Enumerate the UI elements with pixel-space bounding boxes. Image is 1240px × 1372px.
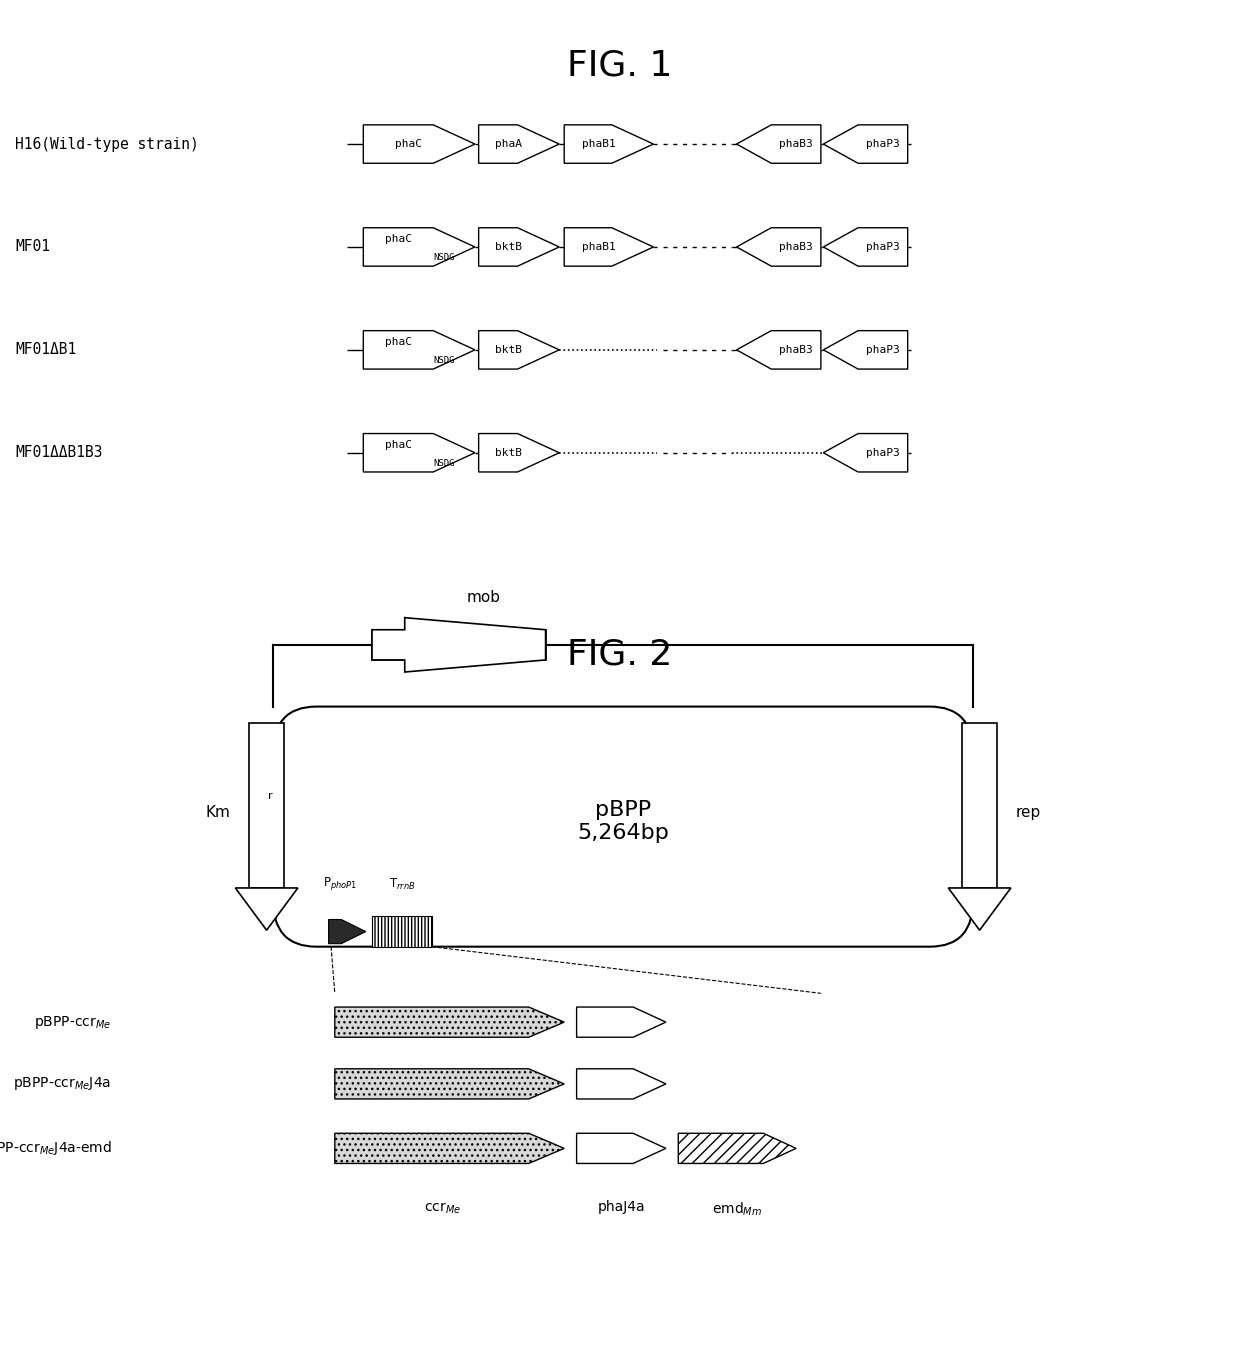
Bar [962,723,997,888]
Text: phaP3: phaP3 [866,241,900,252]
Text: NSDG: NSDG [434,254,455,262]
Text: FIG. 2: FIG. 2 [568,638,672,672]
Text: phaC: phaC [396,139,422,150]
Text: pBPP-ccr$_{Me}$J4a: pBPP-ccr$_{Me}$J4a [14,1076,112,1092]
Text: phaJ4a: phaJ4a [598,1200,645,1214]
Polygon shape [823,434,908,472]
Polygon shape [949,888,1011,930]
Text: r: r [268,792,273,801]
Text: mob: mob [466,590,501,605]
Bar [372,916,432,947]
Text: phaB1: phaB1 [582,241,615,252]
Polygon shape [372,617,546,672]
Polygon shape [236,888,298,930]
Polygon shape [363,331,475,369]
Text: FIG. 1: FIG. 1 [568,48,672,82]
Polygon shape [564,228,653,266]
Polygon shape [363,228,475,266]
Polygon shape [823,125,908,163]
Polygon shape [737,228,821,266]
Polygon shape [479,434,559,472]
Polygon shape [329,919,366,944]
Polygon shape [577,1007,666,1037]
Text: phaB3: phaB3 [779,344,813,355]
Text: phaP3: phaP3 [866,139,900,150]
Text: Km: Km [206,805,231,820]
Text: phaC: phaC [386,233,412,244]
Polygon shape [564,125,653,163]
Text: pBPP-ccr$_{Me}$: pBPP-ccr$_{Me}$ [35,1014,112,1030]
Text: rep: rep [1016,805,1040,820]
Polygon shape [678,1133,796,1163]
Polygon shape [737,331,821,369]
Text: phaC: phaC [386,439,412,450]
Text: pBPP-ccr$_{Me}$J4a-emd: pBPP-ccr$_{Me}$J4a-emd [0,1139,112,1158]
Polygon shape [479,331,559,369]
Polygon shape [335,1133,564,1163]
Polygon shape [737,125,821,163]
Polygon shape [479,228,559,266]
Text: phaA: phaA [495,139,522,150]
Text: phaP3: phaP3 [866,447,900,458]
Polygon shape [577,1133,666,1163]
Text: phaB3: phaB3 [779,139,813,150]
Text: bktB: bktB [495,344,522,355]
Polygon shape [577,1069,666,1099]
Text: pBPP
5,264bp: pBPP 5,264bp [577,800,670,844]
Bar [372,630,546,660]
Text: NSDG: NSDG [434,460,455,468]
Polygon shape [363,434,475,472]
Bar [249,723,284,888]
Polygon shape [363,125,475,163]
Text: phaB3: phaB3 [779,241,813,252]
Text: bktB: bktB [495,447,522,458]
Text: bktB: bktB [495,241,522,252]
Polygon shape [335,1007,564,1037]
Text: MF01ΔB1: MF01ΔB1 [15,343,76,357]
Text: NSDG: NSDG [434,357,455,365]
Text: MF01: MF01 [15,240,50,254]
Text: MF01ΔΔB1B3: MF01ΔΔB1B3 [15,446,103,460]
Polygon shape [823,228,908,266]
Text: H16(Wild-type strain): H16(Wild-type strain) [15,137,198,151]
Polygon shape [479,125,559,163]
Polygon shape [823,331,908,369]
Text: phaB1: phaB1 [582,139,615,150]
Text: phaP3: phaP3 [866,344,900,355]
Text: $\mathregular{T}_{rrnB}$: $\mathregular{T}_{rrnB}$ [388,877,415,892]
Text: $\mathregular{P}_{phoP1}$: $\mathregular{P}_{phoP1}$ [322,875,357,892]
Text: ccr$_{Me}$: ccr$_{Me}$ [424,1200,461,1216]
Polygon shape [335,1069,564,1099]
Text: emd$_{Mm}$: emd$_{Mm}$ [712,1200,763,1218]
FancyBboxPatch shape [273,707,973,947]
Text: phaC: phaC [386,336,412,347]
